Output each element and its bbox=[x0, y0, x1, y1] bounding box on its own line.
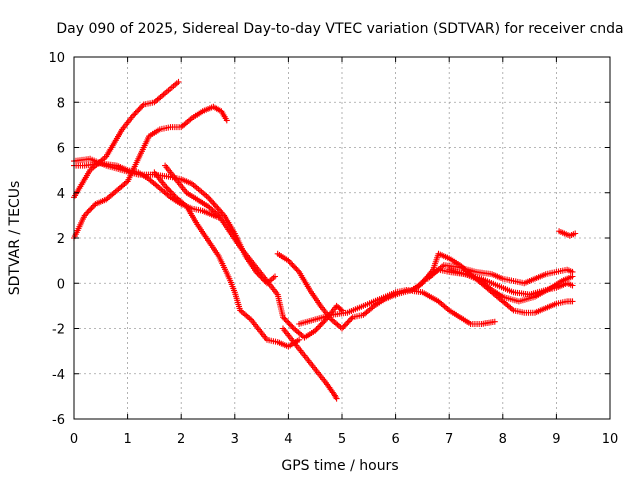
x-tick-label: 8 bbox=[499, 432, 507, 447]
x-tick-label: 1 bbox=[123, 432, 131, 447]
y-tick-label: 2 bbox=[57, 232, 65, 247]
x-tick-label: 0 bbox=[70, 432, 78, 447]
y-tick-label: 0 bbox=[57, 277, 65, 292]
y-tick-label: 6 bbox=[57, 142, 65, 157]
x-tick-label: 3 bbox=[231, 432, 239, 447]
series-arc-13 bbox=[446, 266, 576, 305]
grid bbox=[74, 57, 610, 419]
y-tick-label: -4 bbox=[52, 368, 65, 383]
x-tick-label: 2 bbox=[177, 432, 185, 447]
series-markers bbox=[424, 262, 576, 287]
y-tick-label: -2 bbox=[52, 323, 65, 338]
x-tick-label: 6 bbox=[391, 432, 399, 447]
series-markers bbox=[446, 266, 576, 305]
x-tick-labels: 0 1 2 3 4 5 6 7 8 9 10 bbox=[70, 432, 618, 447]
y-tick-label: 10 bbox=[48, 51, 65, 66]
data-layer bbox=[71, 78, 579, 402]
tick-marks bbox=[73, 56, 611, 420]
series-markers bbox=[556, 228, 579, 239]
x-tick-label: 4 bbox=[284, 432, 292, 447]
x-tick-label: 10 bbox=[602, 432, 619, 447]
y-tick-label: -6 bbox=[52, 413, 65, 428]
y-tick-label: 8 bbox=[57, 96, 65, 111]
series-markers bbox=[151, 169, 303, 350]
series-arc-14 bbox=[556, 228, 579, 239]
chart-title: Day 090 of 2025, Sidereal Day-to-day VTE… bbox=[56, 21, 623, 37]
series-arc-6 bbox=[162, 162, 345, 341]
series-arc-7 bbox=[274, 250, 399, 332]
series-arc-8 bbox=[280, 325, 340, 402]
y-tick-labels: -6 -4 -2 0 2 4 6 8 10 bbox=[48, 51, 65, 428]
series-markers bbox=[162, 162, 345, 341]
x-tick-label: 5 bbox=[338, 432, 346, 447]
x-axis-label: GPS time / hours bbox=[281, 458, 398, 474]
y-axis-label: SDTVAR / TECUs bbox=[7, 181, 23, 296]
x-tick-label: 7 bbox=[445, 432, 453, 447]
y-tick-label: 4 bbox=[57, 187, 65, 202]
series-markers bbox=[274, 250, 399, 332]
series-arc-12 bbox=[424, 262, 576, 287]
series-arc-5 bbox=[151, 169, 303, 350]
series-markers bbox=[280, 325, 340, 402]
x-tick-label: 9 bbox=[552, 432, 560, 447]
